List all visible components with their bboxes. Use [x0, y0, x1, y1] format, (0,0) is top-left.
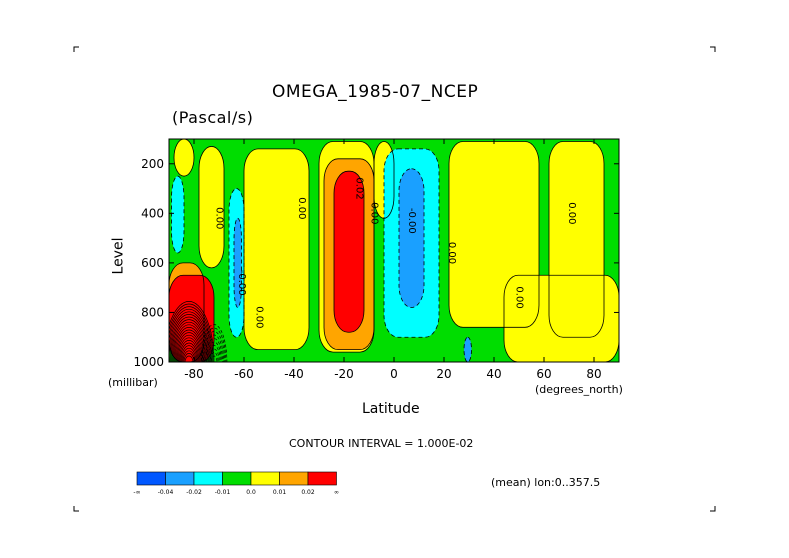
y-unit-label: (millibar)	[108, 376, 158, 389]
contour-label: 0.00	[254, 306, 265, 328]
colorbar-label: -0.02	[186, 489, 202, 496]
contour-line	[463, 336, 472, 362]
y-axis-ticks: 200 400 600 800 1000	[133, 157, 619, 369]
heatmap-region-yellow	[174, 139, 194, 177]
contour-label: 0.00	[446, 242, 457, 264]
x-axis-ticks: -80 -60 -40 -20 0 20 40 60 80	[184, 139, 602, 381]
heatmap-region-yellow	[549, 141, 604, 338]
x-tick-label: -80	[184, 367, 204, 381]
heatmap-region-blue	[399, 168, 424, 308]
contour-line	[333, 170, 365, 333]
heatmap-region-yellow	[244, 148, 309, 350]
heatmap-region-blue	[464, 337, 472, 362]
y-tick-label: 1000	[133, 355, 164, 369]
contour-line	[323, 158, 375, 351]
contour-labels: 0.00 -0.00 0.00 0.00 0.02 0.00 -0.00 0.00 0.00 0.…	[214, 177, 578, 328]
contour-line	[175, 332, 203, 362]
x-tick-label: -40	[284, 367, 304, 381]
chart-title: OMEGA_1985-07_NCEP	[272, 82, 479, 102]
y-tick-label: 200	[141, 157, 164, 171]
contour-line	[169, 316, 209, 362]
contour-line	[233, 217, 242, 308]
contour-line	[210, 355, 218, 362]
contour-label: 0.00	[566, 202, 577, 224]
x-tick-label: 20	[436, 367, 451, 381]
colorbar-swatch	[136, 471, 166, 486]
contour-line	[179, 342, 199, 362]
contour-line	[169, 306, 213, 362]
x-tick-label: 0	[390, 367, 398, 381]
contour-line	[548, 141, 605, 338]
heatmap-region-yellow	[199, 146, 224, 268]
mean-label: (mean) lon:0..357.5	[491, 476, 601, 489]
x-tick-label: -60	[234, 367, 254, 381]
heatmap-region-blue	[234, 218, 242, 308]
colorbar-label: ∞	[334, 489, 339, 496]
contour-line	[204, 334, 224, 362]
heatmap-region-red	[334, 171, 364, 333]
contour-line	[171, 321, 207, 362]
contour-line	[170, 319, 208, 362]
contour-line	[169, 262, 205, 362]
x-tick-label: 60	[536, 367, 551, 381]
y-tick-label: 400	[141, 206, 164, 220]
colorbar-label: 0.0	[246, 489, 256, 496]
corner-marks	[73, 46, 716, 512]
y-tick-label: 600	[141, 256, 164, 270]
contour-line	[169, 308, 212, 362]
colorbar-label: 0.01	[273, 489, 287, 496]
colorbar-label: -0.04	[158, 489, 174, 496]
colorbar-swatch	[193, 471, 223, 486]
contour-label: 0.00	[369, 202, 380, 224]
contour-line	[176, 334, 202, 362]
colorbar-swatch	[279, 471, 309, 486]
colorbar-swatch	[307, 471, 337, 486]
contour-line	[174, 329, 204, 362]
colorbar-label: -∞	[133, 489, 140, 496]
y-tick-label: 800	[141, 305, 164, 319]
colorbar-swatch	[222, 471, 252, 486]
colorbar-swatch	[165, 471, 195, 486]
x-tick-label: 80	[586, 367, 601, 381]
colorbar-label: -0.01	[215, 489, 231, 496]
colorbar-swatch	[250, 471, 280, 486]
colorbar-label: 0.02	[301, 489, 315, 496]
contour-label: 0.02	[354, 177, 365, 199]
contour-label: 0.00	[514, 286, 525, 308]
x-axis-label: Latitude	[362, 401, 420, 417]
contour-interval-label: CONTOUR INTERVAL = 1.000E-02	[289, 437, 474, 450]
y-axis-label: Level	[110, 237, 127, 275]
contour-line	[169, 303, 214, 362]
x-tick-label: -20	[334, 367, 354, 381]
contour-line	[180, 345, 198, 362]
x-unit-label: (degrees_north)	[535, 383, 623, 396]
contour-line	[228, 188, 245, 338]
contour-label: -0.00	[236, 270, 247, 296]
contour-label: 0.00	[296, 197, 307, 219]
contour-line	[398, 168, 425, 308]
contour-line	[181, 347, 197, 362]
contour-line	[207, 345, 221, 362]
contour-line	[200, 324, 228, 362]
contour-line	[206, 341, 222, 362]
x-tick-label: 40	[486, 367, 501, 381]
contour-label: -0.00	[406, 208, 417, 234]
contour-line	[383, 148, 440, 338]
contour-label: 0.00	[214, 207, 225, 229]
contour-line	[202, 331, 226, 362]
contour-line	[171, 175, 185, 254]
contour-line	[198, 146, 225, 269]
units-label: (Pascal/s)	[172, 108, 254, 127]
heatmap-region-cyan	[171, 176, 184, 253]
contour-line	[184, 355, 194, 362]
contour-line	[173, 139, 195, 177]
colorbar: -∞ -0.04 -0.02 -0.01 0.0 0.01 0.02 ∞	[133, 471, 339, 496]
